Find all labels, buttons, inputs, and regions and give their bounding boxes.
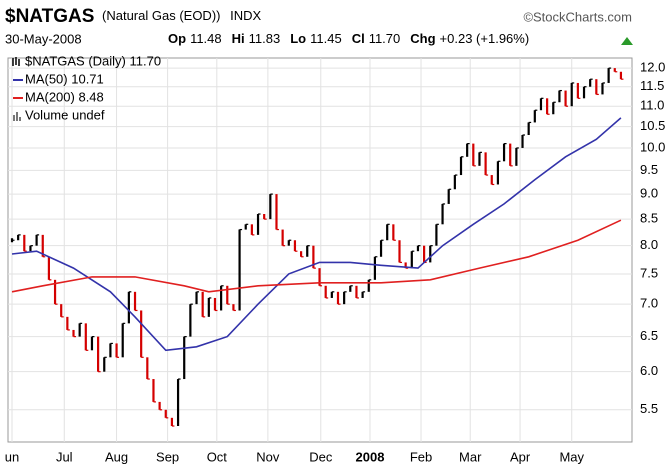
- quote-line: Op 11.48 Hi 11.83 Lo 11.45 Cl 11.70 Chg +0.23 (+1…: [168, 31, 529, 46]
- quote-value: 11.83: [249, 31, 281, 46]
- y-tick-label: 8.0: [640, 237, 658, 252]
- y-tick-label: 10.0: [640, 139, 665, 154]
- x-tick-label: Sep: [156, 449, 179, 464]
- header-line: $NATGAS (Natural Gas (EOD)) INDX: [5, 6, 261, 27]
- quote-value: 11.70: [369, 31, 401, 46]
- quote-value: +0.23 (+1.96%): [440, 31, 530, 46]
- x-tick-label: May: [559, 449, 584, 464]
- legend-label: MA(50) 10.71: [25, 71, 104, 86]
- exchange: INDX: [230, 8, 261, 23]
- legend-label: MA(200) 8.48: [25, 89, 104, 104]
- date: 30-May-2008: [5, 31, 82, 46]
- up-arrow: [621, 37, 633, 45]
- quote-label: Lo: [290, 31, 306, 46]
- x-tick-label: 2008: [356, 449, 385, 464]
- x-tick-label: Mar: [459, 449, 482, 464]
- y-tick-label: 6.0: [640, 363, 658, 378]
- y-tick-label: 9.5: [640, 162, 658, 177]
- legend-icon: [13, 112, 21, 121]
- y-tick-label: 11.0: [640, 98, 664, 113]
- instrument-name: (Natural Gas (EOD)): [102, 8, 220, 23]
- quote-label: Op: [168, 31, 186, 46]
- y-tick-label: 8.5: [640, 211, 658, 226]
- x-tick-label: Aug: [105, 449, 128, 464]
- x-tick-label: Apr: [510, 449, 531, 464]
- y-tick-label: 7.0: [640, 296, 658, 311]
- symbol: $NATGAS: [5, 6, 94, 27]
- quote-label: Hi: [232, 31, 245, 46]
- x-tick-label: un: [5, 449, 19, 464]
- plot-frame: [7, 57, 633, 443]
- y-tick-label: 11.5: [640, 78, 664, 93]
- quote-label: Chg: [410, 31, 435, 46]
- moving-average: [11, 117, 622, 352]
- y-tick-label: 5.5: [640, 401, 658, 416]
- y-tick-label: 12.0: [640, 60, 665, 75]
- quote-value: 11.45: [310, 31, 342, 46]
- x-tick-label: Jul: [56, 449, 73, 464]
- quote-value: 11.48: [190, 31, 222, 46]
- y-tick-label: 10.5: [640, 118, 665, 133]
- y-tick-label: 6.5: [640, 328, 658, 343]
- y-tick-label: 7.5: [640, 265, 658, 280]
- x-tick-label: Feb: [410, 449, 432, 464]
- y-tick-label: 9.0: [640, 186, 658, 201]
- quote-label: Cl: [352, 31, 365, 46]
- x-tick-label: Oct: [207, 449, 228, 464]
- x-tick-label: Dec: [309, 449, 333, 464]
- moving-average: [11, 219, 622, 293]
- copyright: ©StockCharts.com: [523, 9, 632, 24]
- legend-icon: [12, 57, 20, 66]
- legend-label: Volume undef: [25, 107, 105, 122]
- legend-label: $NATGAS (Daily) 11.70: [25, 53, 161, 68]
- x-tick-label: Nov: [256, 449, 280, 464]
